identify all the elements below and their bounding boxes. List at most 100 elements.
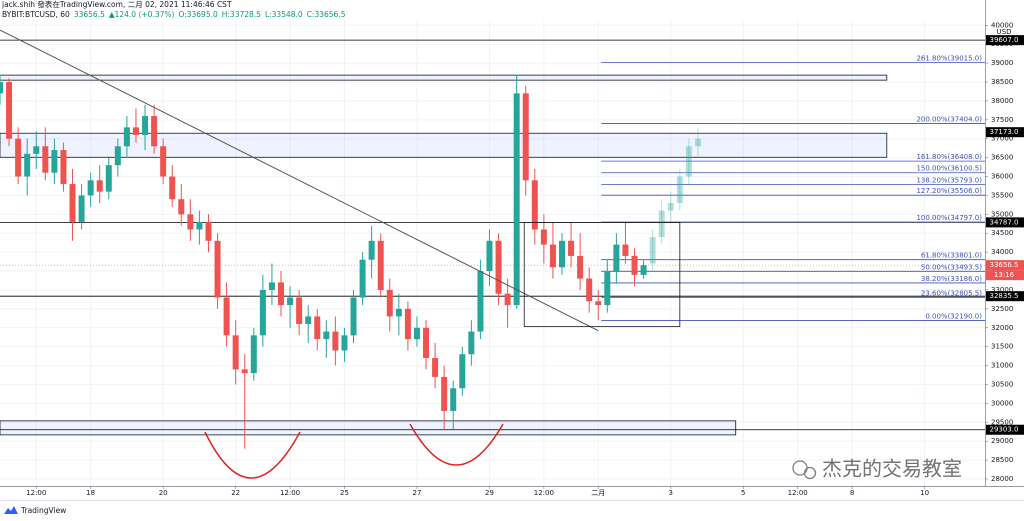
fib-label: 61.80%(33801.0)	[921, 252, 982, 260]
candle-body	[6, 82, 13, 139]
candle-body	[495, 240, 502, 294]
y-tick-label: 38000	[991, 97, 1013, 105]
candle-body	[0, 82, 3, 94]
candle-body	[667, 202, 674, 211]
candle-body	[368, 240, 375, 260]
candle-body	[187, 214, 194, 230]
candle-body	[332, 331, 339, 351]
fib-label: 50.00%(33493.5)	[921, 263, 982, 271]
candle-body	[277, 282, 284, 306]
candle-body	[395, 308, 402, 317]
candle-body	[305, 316, 312, 324]
y-tick-label: 37000	[991, 135, 1013, 143]
fib-label: 261.80%(39015.0)	[916, 55, 982, 63]
candle-body	[595, 301, 602, 306]
candle-body	[676, 176, 683, 203]
symbol-info-item: C:33656.5	[307, 10, 346, 19]
y-tick-label: 28000	[991, 475, 1013, 483]
candle-body	[504, 293, 511, 306]
y-tick-label: 36000	[991, 173, 1013, 181]
candle-body	[649, 237, 656, 264]
price-tag-label: 37173.0	[990, 128, 1019, 136]
price-tag	[986, 291, 1024, 302]
y-tick-label: 40000	[991, 21, 1013, 29]
candle-body	[658, 210, 665, 238]
candle-body	[640, 265, 647, 275]
candle-body	[323, 331, 330, 340]
candle-body	[685, 146, 692, 177]
x-tick-label: 12:00	[26, 489, 46, 497]
candle-body	[531, 180, 538, 230]
symbol-info-item: H:33728.5	[222, 10, 261, 19]
y-tick-label: 36500	[991, 154, 1013, 162]
y-tick-label: 37500	[991, 116, 1013, 124]
y-tick-label: 33000	[991, 286, 1013, 294]
wechat-icon	[803, 466, 817, 480]
y-tick-label: 31500	[991, 343, 1013, 351]
y-tick-label: 29000	[991, 437, 1013, 445]
candle-body	[15, 138, 22, 177]
symbol-info-item: 33656.5	[74, 10, 105, 19]
footer	[0, 500, 1024, 521]
candle-body	[87, 180, 94, 196]
price-tag-label: 34787.0	[990, 218, 1019, 226]
symbol-info-item: ▲124.0 (+0.37%)	[109, 10, 175, 19]
candle-body	[404, 308, 411, 340]
x-tick-label: 8	[850, 489, 854, 497]
candle-body	[268, 282, 275, 290]
y-tick-label: 31000	[991, 362, 1013, 370]
candle-body	[568, 240, 575, 256]
candle-body	[631, 255, 638, 275]
y-tick-label: 30000	[991, 399, 1013, 407]
candle-body	[78, 195, 85, 222]
candle-body	[386, 289, 393, 317]
candle-body	[468, 331, 475, 355]
candle-body	[214, 240, 221, 298]
watermark: 杰克的交易教室	[792, 457, 962, 481]
x-tick-label: 5	[741, 489, 745, 497]
brand: TradingView	[20, 506, 66, 515]
candle-body	[622, 244, 629, 256]
axes: 28000 28500 29000 29500 30000 30500 31000 31500…	[26, 21, 1024, 497]
fib-label: 200.00%(37404.0)	[916, 115, 982, 123]
candle-body	[142, 116, 149, 135]
candle-body	[549, 244, 556, 268]
zone	[0, 420, 737, 436]
pattern-arc	[409, 423, 504, 466]
x-tick-label: 二月	[591, 489, 605, 497]
candle-body	[69, 184, 76, 222]
candle-body	[250, 335, 257, 374]
price-tag	[986, 424, 1024, 435]
y-tick-label: 35000	[991, 210, 1013, 218]
trendline	[0, 29, 599, 332]
y-tick-label: 38500	[991, 78, 1013, 86]
price-tag-label: 39607.0	[990, 36, 1019, 44]
drawings-back: 261.80%(39015.0) 200.00%(37404.0) 161.80%(…	[0, 39, 985, 436]
candle-body	[586, 278, 593, 302]
x-tick-label: 10	[920, 489, 929, 497]
countdown: 13:16	[994, 271, 1015, 279]
candle-body	[33, 146, 40, 154]
candle-body	[477, 271, 484, 332]
symbol-info: BYBIT:BTCUSD, 60 33656.5 ▲124.0 (+0.37%) O:…	[2, 10, 346, 19]
candle-body	[123, 127, 130, 147]
fib-label: 23.60%(32805.5)	[921, 289, 982, 297]
candle-body	[96, 180, 103, 192]
candle-body	[105, 165, 112, 192]
zone	[0, 74, 888, 81]
fib-label: 38.20%(33186.0)	[921, 275, 982, 283]
candle-body	[132, 127, 139, 135]
candle-body	[450, 388, 457, 411]
chart-title: jack.shih 發表在TradingView.com, 二月 02, 202…	[1, 0, 232, 9]
candle-body	[223, 297, 230, 336]
price-tag	[986, 217, 1024, 228]
y-tick-label: 39000	[991, 59, 1013, 67]
currency: USD	[997, 28, 1012, 36]
candle-body	[241, 369, 248, 374]
candle-body	[60, 150, 67, 185]
candle-body	[604, 271, 611, 306]
candle-body	[377, 240, 384, 290]
x-tick-label: 29	[485, 489, 494, 497]
candle-body	[540, 229, 547, 245]
